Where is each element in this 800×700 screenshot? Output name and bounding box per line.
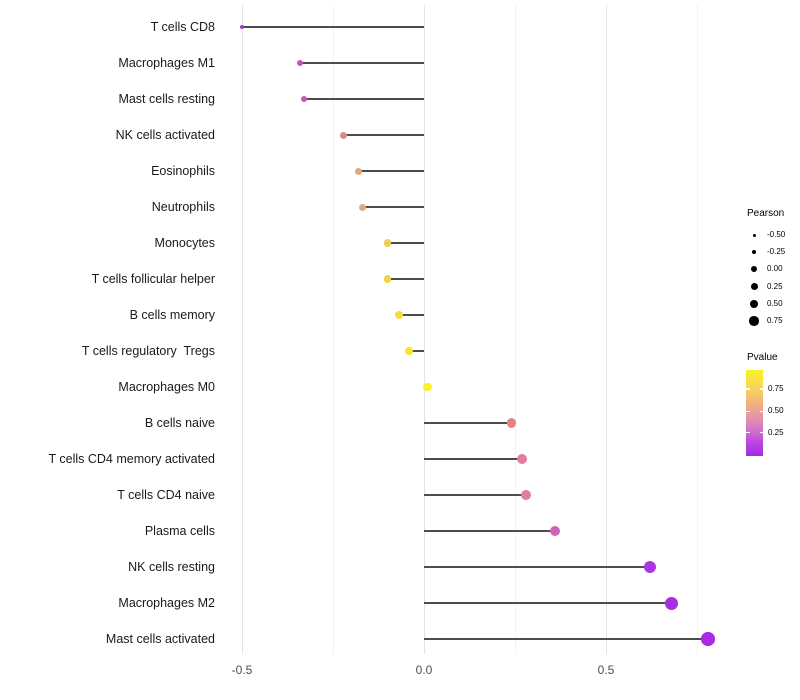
- y-axis-label: B cells naive: [144, 416, 215, 430]
- lollipop-dot: [383, 275, 392, 283]
- gridline-major-0: [424, 5, 425, 654]
- legend-size-dot: [751, 249, 757, 255]
- lollipop-dot: [643, 561, 656, 573]
- legend-size-label: 0.50: [767, 298, 783, 308]
- legend-pvalue-label: 0.50: [768, 406, 784, 416]
- plot-panel: [220, 5, 732, 654]
- legend-size-label: 0.25: [767, 281, 783, 291]
- legend-size-label: -0.50: [767, 230, 786, 239]
- lollipop-dot: [354, 167, 362, 175]
- y-axis-label: T cells regulatory Tregs: [81, 344, 215, 358]
- lollipop-dot: [405, 347, 414, 355]
- y-axis-label: B cells memory: [129, 308, 215, 322]
- y-axis-label: T cells CD4 naive: [117, 488, 215, 502]
- y-axis-label: Mast cells resting: [118, 92, 215, 106]
- lollipop-dot: [340, 131, 348, 139]
- lollipop-dot: [549, 525, 561, 537]
- pvalue-bar-tick: [759, 388, 763, 390]
- lollipop-stem: [358, 170, 424, 172]
- legend-size-label: -0.25: [767, 247, 786, 257]
- pvalue-gradient-bar: [746, 370, 763, 456]
- y-axis-label: Plasma cells: [144, 524, 215, 538]
- legend-size-dot: [749, 316, 759, 326]
- legend-pvalue-label: 0.25: [768, 427, 784, 437]
- lollipop-stem: [409, 350, 424, 352]
- lollipop-stem: [424, 602, 672, 604]
- lollipop-stem: [398, 314, 424, 316]
- lollipop-dot: [394, 311, 403, 319]
- y-axis-label: T cells CD4 memory activated: [48, 452, 216, 466]
- y-axis-label: NK cells resting: [128, 560, 215, 574]
- lollipop-dot: [358, 203, 366, 211]
- gridline-minor-0.25: [515, 5, 516, 654]
- lollipop-dot: [300, 95, 308, 103]
- lollipop-stem: [242, 26, 424, 28]
- lollipop-stem: [424, 566, 650, 568]
- x-axis-tick-label: 0.5: [597, 663, 615, 677]
- pvalue-bar-tick: [746, 432, 750, 434]
- legend-pvalue-label: 0.75: [768, 383, 784, 393]
- y-axis-label: T cells CD8: [150, 20, 215, 34]
- pvalue-bar-tick: [759, 432, 763, 434]
- gridline-minor--0.25: [333, 5, 334, 654]
- lollipop-stem: [424, 530, 556, 532]
- gridline-major-0.5: [606, 5, 607, 654]
- lollipop-stem: [303, 98, 424, 100]
- y-axis-label: Neutrophils: [151, 200, 215, 214]
- lollipop-dot: [423, 382, 432, 392]
- lollipop-stem: [387, 278, 424, 280]
- pvalue-bar-tick: [746, 410, 750, 412]
- pvalue-bar-tick: [759, 410, 763, 412]
- lollipop-stem: [424, 638, 708, 640]
- gridline-major--0.5: [242, 5, 243, 654]
- lollipop-stem: [424, 494, 526, 496]
- lollipop-stem: [387, 242, 424, 244]
- lollipop-stem: [300, 62, 424, 64]
- x-axis-tick-label: 0.0: [415, 663, 433, 677]
- lollipop-dot: [383, 239, 392, 247]
- y-axis-label: Macrophages M0: [118, 380, 215, 394]
- legend-size-dot: [751, 266, 757, 273]
- lollipop-dot: [240, 25, 244, 29]
- lollipop-dot: [701, 632, 715, 646]
- pvalue-bar-tick: [746, 388, 750, 390]
- lollipop-stem: [362, 206, 424, 208]
- legend-pearson-title: Pearson: [747, 208, 785, 219]
- lollipop-dot: [506, 418, 517, 428]
- y-axis-label: Monocytes: [154, 236, 215, 250]
- lollipop-stem: [424, 422, 512, 424]
- lollipop-dot: [517, 454, 528, 464]
- legend-size-dot: [750, 299, 758, 308]
- legend-size-label: 0.75: [767, 316, 783, 325]
- lollipop-stem: [424, 458, 523, 460]
- y-axis-label: Eosinophils: [151, 164, 215, 178]
- legend-pvalue-title: Pvalue: [747, 352, 778, 363]
- x-axis-tick-label: -0.5: [231, 663, 253, 677]
- y-axis-label: Macrophages M2: [118, 596, 215, 610]
- legend-size-dot: [752, 233, 756, 237]
- legend-size-dot: [750, 283, 758, 291]
- lollipop-dot: [296, 59, 304, 67]
- lollipop-dot: [520, 490, 531, 500]
- y-axis-label: NK cells activated: [115, 128, 215, 142]
- gridline-minor-0.75: [697, 5, 698, 654]
- y-axis-label: Macrophages M1: [118, 56, 215, 70]
- lollipop-dot: [665, 596, 679, 610]
- y-axis-label: T cells follicular helper: [91, 272, 215, 286]
- lollipop-stem: [343, 134, 424, 136]
- legend-size-label: 0.00: [767, 264, 783, 274]
- y-axis-label: Mast cells activated: [105, 632, 215, 646]
